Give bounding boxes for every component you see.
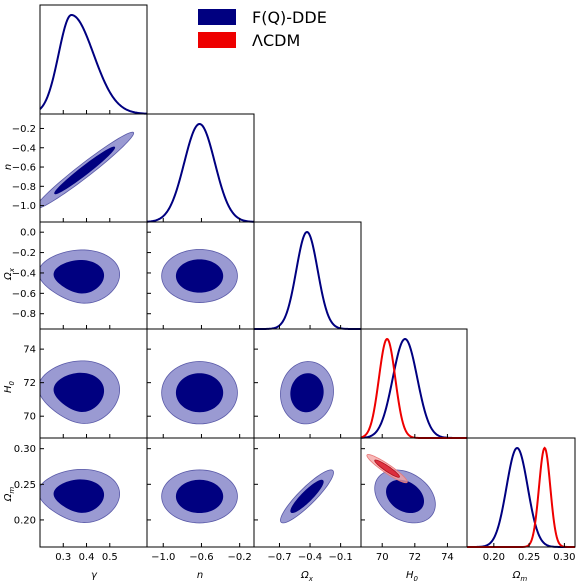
- x-tick-label-omega_m: 0.20: [483, 552, 505, 563]
- y-tick-label-n: −0.2: [12, 124, 36, 135]
- contour-fqdde-dark-n-omega_x: [175, 259, 224, 293]
- contour-fqdde-dark-n-H0: [175, 373, 224, 413]
- x-tick-label-omega_m: 0.25: [518, 552, 540, 563]
- y-axis-title-h0: H0: [3, 380, 16, 393]
- x-tick-label-omega_x: −0.1: [328, 552, 352, 563]
- x-axis-title-h0: H0: [406, 570, 419, 583]
- y-tick-label-omega_m: 0.25: [14, 480, 36, 491]
- x-axis-title-omega-x: Ωx: [300, 570, 314, 583]
- posterior-curve-lcdm-omega_m: [467, 446, 575, 548]
- legend-label-fqdde: F(Q)-DDE: [252, 8, 327, 27]
- x-tick-label-n: −0.6: [189, 552, 213, 563]
- posterior-line-layer: [39, 13, 575, 548]
- contour-group-n-H0-fqdde: [161, 361, 238, 425]
- x-tick-label-H0: 72: [408, 552, 421, 563]
- panel-frame-omega_m-omega_m: [466, 437, 576, 548]
- x-tick-label-n: −1.0: [151, 552, 175, 563]
- y-tick-label-omega_x: −0.6: [12, 289, 36, 300]
- y-axis-title-h0-subscript: 0: [8, 380, 16, 385]
- x-tick-label-gamma: 0.3: [55, 552, 71, 563]
- contour-fqdde-dark-gamma-n: [54, 146, 116, 195]
- contour-fqdde-dark-n-omega_m: [175, 479, 224, 514]
- y-tick-label-n: −1.0: [12, 201, 36, 212]
- x-axis-title-omega-x-subscript: x: [308, 575, 314, 583]
- y-tick-label-omega_x: −0.8: [12, 309, 36, 320]
- contour-group-H0-omega_m-fqdde: [374, 469, 436, 524]
- contour-group-n-omega_x-fqdde: [161, 249, 238, 303]
- y-axis-title-n: n: [3, 164, 14, 170]
- x-axis-title-omega-m-subscript: m: [520, 575, 527, 583]
- x-tick-label-omega_x: −0.4: [298, 552, 322, 563]
- y-axis-title-h0-symbol: H: [3, 385, 14, 393]
- y-tick-label-omega_m: 0.20: [14, 515, 36, 526]
- y-axis-title-omega-x: Ωx: [3, 267, 16, 281]
- posterior-curve-fqdde-omega_m: [467, 446, 575, 548]
- x-axis-title-h0-subscript: 0: [414, 575, 419, 583]
- legend-swatch-lcdm: [198, 32, 236, 48]
- y-axis-title-n-symbol: n: [3, 164, 14, 170]
- contour-group-gamma-n-fqdde: [40, 131, 135, 209]
- y-tick-label-omega_x: 0.0: [20, 228, 36, 239]
- x-tick-label-omega_m: 0.30: [553, 552, 575, 563]
- contour-group-H0-omega_m-lcdm: [366, 454, 408, 484]
- x-tick-label-H0: 70: [376, 552, 389, 563]
- posterior-curve-fqdde-n: [146, 123, 255, 223]
- panel-frame-layer: [39, 4, 576, 548]
- x-axis-title-gamma: γ: [91, 570, 98, 581]
- y-axis-title-omega-m: Ωm: [3, 487, 16, 503]
- y-tick-label-n: −0.8: [12, 182, 36, 193]
- contour-lcdm-dark-H0-omega_m: [374, 459, 400, 478]
- x-axis-title-h0-symbol: H: [406, 570, 414, 581]
- posterior-curve-lcdm-H0: [360, 338, 467, 439]
- panel-frame-omega_x-omega_x: [253, 221, 362, 330]
- legend-swatch-fqdde: [198, 9, 236, 25]
- contour-layer: [40, 131, 436, 524]
- y-tick-label-n: −0.4: [12, 143, 36, 154]
- x-axis-title-omega-x-symbol: Ω: [300, 570, 309, 581]
- posterior-curve-fqdde-gamma: [39, 13, 148, 115]
- y-axis-title-omega-m-subscript: m: [8, 487, 16, 494]
- y-tick-label-omega_x: −0.4: [12, 268, 36, 279]
- x-axis-title-omega-m-symbol: Ω: [512, 570, 521, 581]
- panel-frame-n-n: [146, 113, 255, 223]
- axis-titles: γ n Ωx H0 Ωm n Ωx H0 Ωm: [3, 164, 527, 583]
- x-tick-label-omega_x: −0.7: [267, 552, 291, 563]
- y-tick-label-H0: 72: [23, 378, 36, 389]
- contour-fqdde-dark-gamma-omega_x: [53, 260, 105, 294]
- y-axis-title-omega-x-symbol: Ω: [3, 272, 14, 281]
- contour-group-gamma-omega_x-fqdde: [40, 249, 121, 304]
- panel-frame-H0-H0: [360, 328, 468, 439]
- contour-group-n-omega_m-fqdde: [161, 469, 238, 524]
- tick-layer: 0.3 0.4 0.5 −1.0 −0.6 −0.2 −0.7 −0.4 −0.1 70 72 74 0…: [12, 110, 576, 563]
- contour-group-gamma-H0-fqdde: [40, 360, 121, 424]
- contour-fqdde-dark-omega_x-omega_m: [290, 479, 324, 514]
- contour-group-gamma-omega_m-fqdde: [40, 468, 121, 523]
- contour-fqdde-dark-omega_x-H0: [290, 373, 324, 413]
- contour-group-omega_x-omega_m-fqdde: [280, 469, 334, 524]
- x-tick-label-H0: 74: [441, 552, 454, 563]
- y-tick-label-H0: 70: [23, 412, 36, 423]
- x-tick-label-gamma: 0.5: [102, 552, 118, 563]
- x-axis-title-n-symbol: n: [197, 570, 203, 581]
- x-axis-title-gamma-symbol: γ: [91, 570, 98, 581]
- y-tick-label-H0: 74: [23, 345, 36, 356]
- y-tick-label-n: −0.6: [12, 163, 36, 174]
- contour-fqdde-dark-gamma-omega_m: [53, 479, 105, 513]
- legend: F(Q)-DDE ΛCDM: [198, 8, 327, 50]
- y-tick-label-omega_x: −0.2: [12, 248, 36, 259]
- y-tick-label-omega_m: 0.30: [14, 444, 36, 455]
- x-tick-label-gamma: 0.4: [79, 552, 95, 563]
- panel-frame-gamma-gamma: [39, 4, 148, 115]
- x-axis-title-n: n: [197, 570, 203, 581]
- legend-label-lcdm: ΛCDM: [252, 31, 300, 50]
- x-tick-label-n: −0.2: [228, 552, 252, 563]
- contour-group-omega_x-H0-fqdde: [280, 361, 334, 425]
- y-axis-title-omega-x-subscript: x: [8, 267, 16, 273]
- contour-fqdde-dark-gamma-H0: [53, 372, 105, 412]
- y-axis-title-omega-m-symbol: Ω: [3, 493, 14, 502]
- posterior-curve-fqdde-omega_x: [254, 230, 361, 330]
- x-axis-title-omega-m: Ωm: [512, 570, 528, 583]
